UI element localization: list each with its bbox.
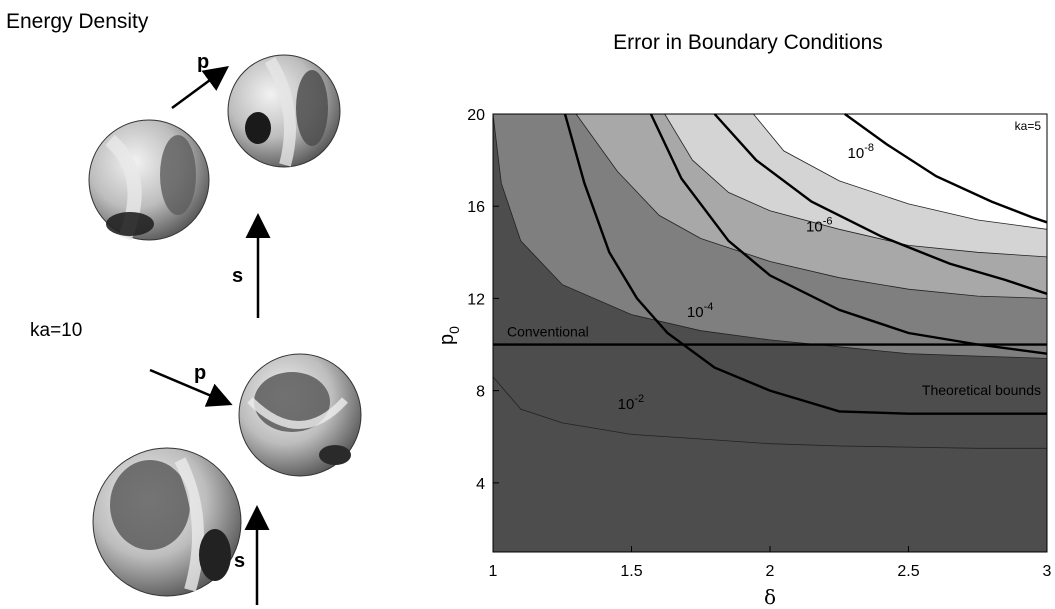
x-tick-label: 1.5	[620, 563, 642, 580]
x-tick-label: 1	[489, 563, 498, 580]
y-tick-label: 8	[476, 384, 485, 401]
energy-density-panel	[88, 54, 362, 605]
arrow-p-bottom	[149, 368, 233, 407]
y-tick-label: 12	[467, 291, 485, 308]
contour-line-4	[844, 113, 1048, 224]
chart-title: Error in Boundary Conditions	[613, 31, 883, 54]
sphere-top-right	[227, 54, 341, 168]
s-label-bottom: s	[234, 550, 246, 572]
band-boundary-2	[492, 113, 1048, 359]
y-tick-label: 20	[467, 107, 485, 124]
arrow-p-top	[171, 66, 230, 110]
ka-corner-label: ka=5	[1015, 119, 1042, 133]
contour-label-3: 10-6	[806, 216, 832, 236]
s-label-top: s	[232, 265, 244, 287]
x-tick-label: 3	[1043, 563, 1052, 580]
contour-line-3	[713, 113, 1048, 295]
contour-label-2: 10-4	[687, 301, 713, 321]
plot-area: Conventional 10-2 10-4 10-6 10-8 Theoretical …	[436, 107, 1052, 609]
theoretical-bounds-label: Theoretical bounds	[922, 382, 1041, 398]
band-boundary-4	[664, 113, 1048, 258]
x-tick-label: 2.5	[897, 563, 919, 580]
y-tick-label: 4	[476, 476, 485, 493]
sphere-bottom-left	[92, 447, 242, 597]
contour-label-4: 10-8	[848, 142, 874, 162]
x-tick-label: 2	[766, 563, 775, 580]
contour-line-1	[563, 113, 1047, 415]
filled-band-1	[493, 114, 1047, 552]
p-label-top: p	[197, 51, 210, 73]
conventional-label: Conventional	[507, 324, 589, 340]
band-boundary-5	[753, 113, 1048, 230]
contour-line-2	[649, 113, 1048, 355]
sphere-bottom-right	[238, 353, 362, 477]
p-label-bottom: p	[194, 362, 207, 384]
energy-density-title: Energy Density	[6, 10, 149, 33]
ka-label: ka=10	[30, 320, 83, 341]
contour-label-1: 10-2	[618, 393, 644, 413]
y-axis-label: p0	[436, 326, 462, 345]
x-axis-label: δ	[764, 585, 776, 609]
band-boundary-3	[575, 113, 1048, 299]
band-boundary-1	[492, 376, 1047, 449]
sphere-top-left	[88, 119, 210, 241]
y-tick-label: 16	[467, 199, 485, 216]
